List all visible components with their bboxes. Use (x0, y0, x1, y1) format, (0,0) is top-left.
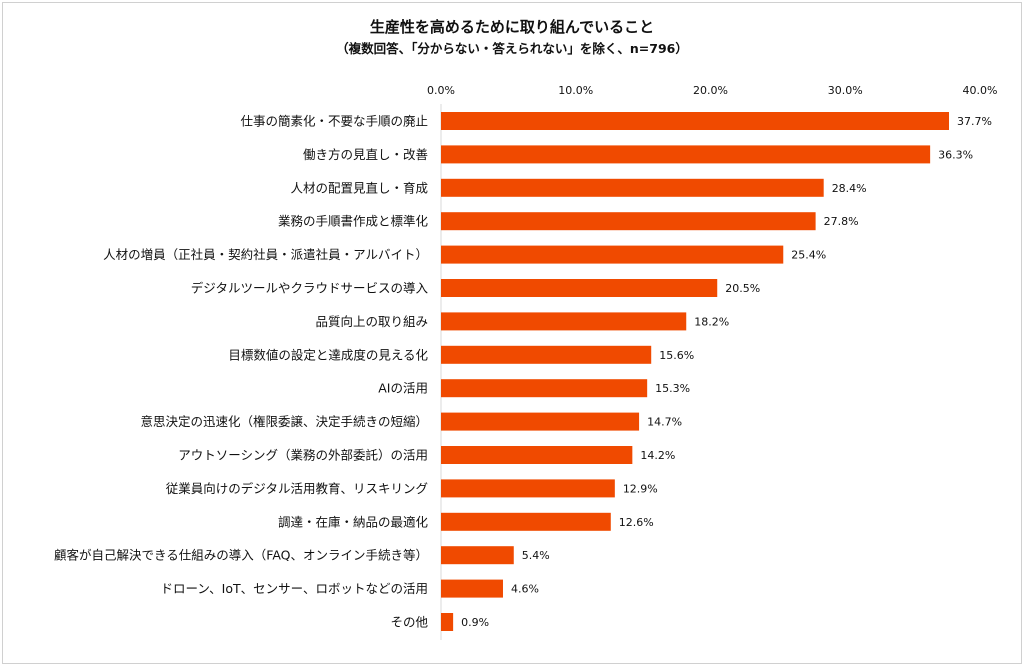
bar (441, 379, 648, 398)
data-label: 12.6% (619, 516, 654, 529)
category-label: 意思決定の迅速化（権限委譲、決定手続きの短縮） (140, 414, 428, 429)
bar (441, 546, 514, 565)
bar (441, 279, 718, 297)
data-label: 0.9% (461, 616, 489, 629)
category-label: 調達・在庫・納品の最適化 (278, 514, 429, 529)
bar (441, 212, 816, 231)
bar (441, 446, 633, 464)
category-label: アウトソーシング（業務の外部委託）の活用 (178, 448, 428, 463)
category-label: 働き方の見直し・改善 (303, 147, 428, 162)
category-label: 仕事の簡素化・不要な手順の廃止 (240, 114, 428, 129)
category-label: 従業員向けのデジタル活用教育、リスキリング (166, 481, 428, 496)
category-label: その他 (390, 615, 428, 630)
data-label: 27.8% (824, 215, 859, 228)
category-label: 業務の手順書作成と標準化 (278, 214, 429, 229)
data-label: 36.3% (938, 148, 973, 161)
data-label: 4.6% (511, 583, 539, 596)
category-label: デジタルツールやクラウドサービスの導入 (191, 281, 429, 296)
category-label: 品質向上の取り組み (315, 314, 428, 329)
category-label: 目標数値の設定と達成度の見える化 (228, 347, 428, 362)
chart-subtitle: （複数回答、「分からない・答えられない」を除く、n=796） (336, 41, 688, 56)
bar (441, 579, 503, 598)
bar (441, 245, 784, 264)
data-label: 12.9% (623, 482, 658, 495)
category-label: 人材の配置見直し・育成 (290, 180, 428, 195)
bar (441, 178, 824, 197)
data-label: 37.7% (957, 115, 992, 128)
bar (441, 112, 950, 130)
data-label: 20.5% (725, 282, 760, 295)
category-label: 人材の増員（正社員・契約社員・派遣社員・アルバイト） (103, 247, 428, 262)
x-tick-label: 40.0% (963, 84, 998, 97)
bar (441, 345, 652, 364)
bar (441, 145, 931, 164)
data-label: 14.7% (647, 416, 682, 429)
data-label: 14.2% (640, 449, 675, 462)
data-label: 15.3% (655, 382, 690, 395)
chart-title: 生産性を高めるために取り組んでいること (369, 18, 655, 36)
category-label: 顧客が自己解決できる仕組みの導入（FAQ、オンライン手続き等） (54, 548, 428, 563)
category-label: ドローン、IoT、センサー、ロボットなどの活用 (161, 581, 428, 596)
bar (441, 479, 615, 498)
data-label: 15.6% (659, 349, 694, 362)
data-label: 18.2% (694, 315, 729, 328)
bar (441, 512, 611, 531)
x-tick-label: 0.0% (427, 84, 455, 97)
bar (441, 412, 640, 431)
bar (441, 312, 687, 331)
category-label: AIの活用 (378, 381, 428, 396)
x-tick-label: 10.0% (558, 84, 593, 97)
data-label: 5.4% (522, 549, 550, 562)
bar (441, 613, 454, 631)
x-tick-label: 20.0% (693, 84, 728, 97)
x-tick-label: 30.0% (828, 84, 863, 97)
data-label: 28.4% (832, 182, 867, 195)
data-label: 25.4% (791, 249, 826, 262)
